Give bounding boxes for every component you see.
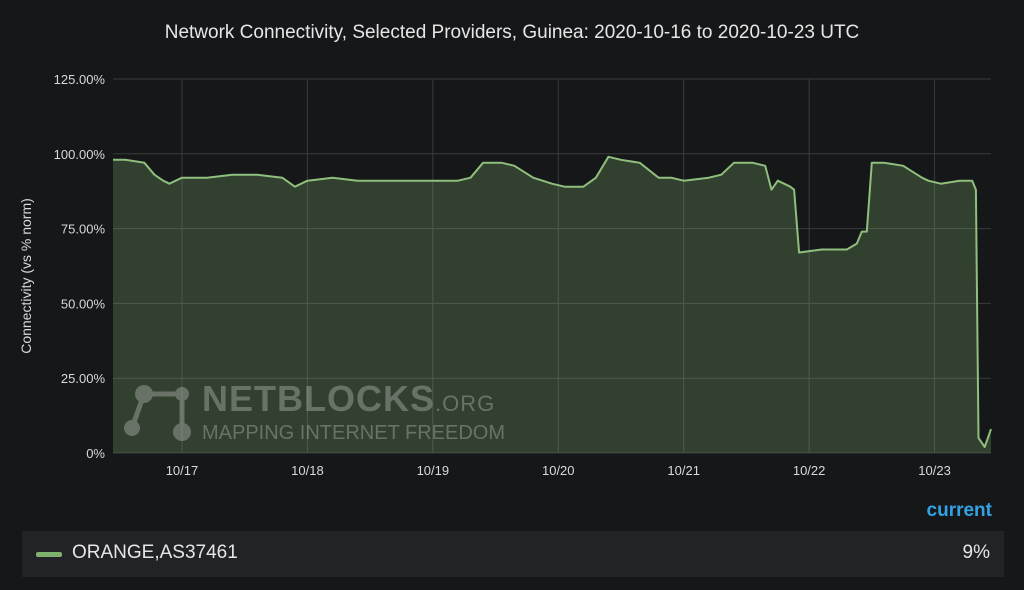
legend-current-header[interactable]: current [926,500,992,521]
chart-title: Network Connectivity, Selected Providers… [164,22,860,43]
watermark-tagline: MAPPING INTERNET FREEDOM [202,422,505,444]
x-tick-label: 10/17 [166,463,199,478]
y-tick-labels: 0% 25.00% 50.00% 75.00% 100.00% 125.00% [54,72,106,461]
y-tick-label: 50.00% [61,296,106,311]
y-tick-label: 25.00% [61,371,106,386]
legend-swatch [36,552,62,557]
y-tick-label: 100.00% [54,147,106,162]
legend-series-name[interactable]: ORANGE,AS37461 [72,542,238,563]
watermark-brand: NETBLOCKS.ORG [202,378,496,419]
x-tick-label: 10/22 [793,463,826,478]
y-tick-label: 75.00% [61,222,106,237]
series-area [113,156,991,454]
grid-lines [113,78,991,454]
x-tick-label: 10/23 [918,463,951,478]
series-line[interactable] [113,155,992,448]
x-tick-label: 10/20 [542,463,575,478]
netblocks-logo-icon [124,385,191,441]
x-tick-label: 10/21 [667,463,700,478]
x-tick-labels: 10/17 10/18 10/19 10/20 10/21 10/22 10/23 [166,463,951,478]
y-tick-label: 0% [86,446,105,461]
x-tick-label: 10/18 [291,463,324,478]
legend-current-value: 9% [962,542,990,563]
netblocks-watermark: NETBLOCKS.ORG MAPPING INTERNET FREEDOM [120,378,505,455]
legend-row[interactable]: ORANGE,AS37461 9% [22,531,1004,577]
x-tick-label: 10/19 [417,463,450,478]
y-tick-label: 125.00% [54,72,106,87]
